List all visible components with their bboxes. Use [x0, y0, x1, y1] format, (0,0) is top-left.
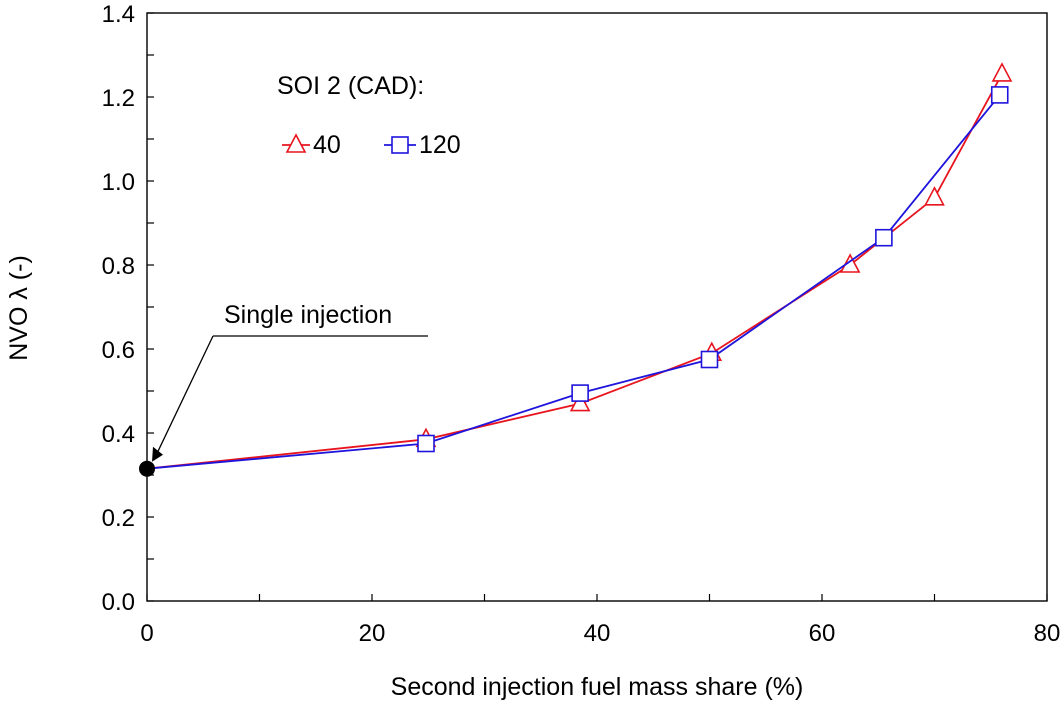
y-tick-label: 0.0 — [102, 589, 135, 616]
legend-entry-40 — [282, 133, 310, 153]
single-injection-point — [139, 460, 155, 477]
data-point-120 — [990, 86, 1009, 104]
annotation-single-injection-label: Single injection — [224, 301, 392, 329]
data-point-40 — [924, 186, 945, 206]
y-tick-label: 0.2 — [102, 505, 135, 532]
data-point-120 — [571, 384, 589, 402]
series-40 — [146, 62, 1013, 470]
legend-marker-triangle — [285, 133, 307, 153]
legend-entry-120 — [384, 136, 416, 154]
series-line-120 — [146, 94, 1001, 470]
annotation-group: Single injection — [139, 301, 428, 477]
y-tick-label: 0.4 — [102, 421, 135, 448]
x-tick-label: 20 — [359, 620, 386, 647]
annotation-arrow-line — [153, 335, 214, 460]
y-tick-label: 1.0 — [102, 169, 135, 196]
tick-labels: 0 20 40 60 80 0.0 0.2 0.4 0.6 0.8 1.0 1.2 1.4 — [102, 1, 1061, 647]
y-axis-title: NVO λ (-) — [5, 255, 33, 361]
y-tick-label: 1.2 — [102, 85, 135, 112]
legend: SOI 2 (CAD): 40 120 — [277, 72, 461, 159]
x-tick-label: 80 — [1034, 620, 1061, 647]
legend-label-series-40: 40 — [313, 131, 341, 159]
data-point-120 — [417, 434, 435, 453]
x-axis-title: Second injection fuel mass share (%) — [391, 673, 804, 701]
data-point-40 — [991, 62, 1013, 82]
y-tick-label: 0.6 — [102, 337, 135, 364]
data-point-120 — [700, 350, 719, 369]
series-group — [146, 62, 1013, 470]
legend-marker-square — [391, 136, 409, 154]
series-120 — [146, 86, 1009, 470]
legend-title: SOI 2 (CAD): — [277, 72, 424, 100]
y-tick-label: 0.8 — [102, 253, 135, 280]
x-tick-label: 40 — [584, 620, 611, 647]
x-tick-label: 0 — [140, 620, 153, 647]
x-tick-label: 60 — [809, 620, 836, 647]
data-point-40 — [569, 391, 591, 412]
data-point-120 — [875, 228, 893, 247]
annotation-arrowhead — [152, 446, 163, 462]
legend-label-series-120: 120 — [419, 131, 461, 159]
y-tick-label: 1.4 — [102, 1, 135, 28]
